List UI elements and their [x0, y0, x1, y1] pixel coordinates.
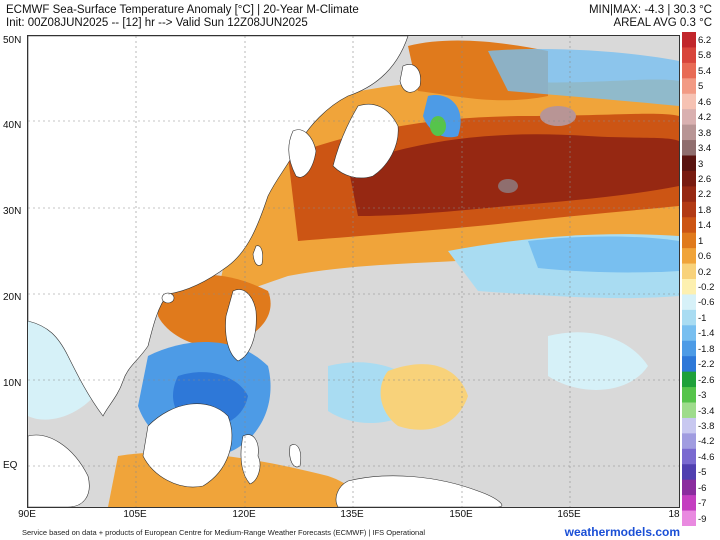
colorbar-swatch — [682, 340, 696, 357]
colorbar-label: 1 — [698, 235, 704, 247]
colorbar-label: -1.8 — [698, 343, 715, 355]
colorbar-swatch — [682, 232, 696, 249]
colorbar-swatch — [682, 294, 696, 311]
colorbar-swatch — [682, 325, 696, 342]
lat-label-20n: 20N — [3, 292, 22, 303]
colorbar-label: 4.6 — [698, 96, 712, 108]
colorbar-label: 2.2 — [698, 189, 712, 201]
colorbar-swatch — [682, 510, 696, 526]
colorbar-swatch — [682, 47, 696, 64]
colorbar-label: 5.4 — [698, 65, 712, 77]
colorbar-label: -3.8 — [698, 420, 715, 432]
colorbar-swatch — [682, 387, 696, 403]
colorbar-label: -7 — [698, 498, 707, 510]
colorbar-label: -6 — [698, 482, 707, 494]
colorbar-swatch — [682, 93, 696, 110]
colorbar-swatch — [682, 124, 696, 141]
colorbar-swatch — [682, 32, 696, 48]
colorbar-swatch — [682, 217, 696, 234]
colorbar-swatch — [682, 371, 696, 388]
colorbar-label: 4.2 — [698, 112, 712, 124]
colorbar-label: -2.2 — [698, 359, 715, 371]
data-credit: Service based on data + products of Euro… — [22, 528, 426, 537]
colorbar-label: -5 — [698, 467, 707, 479]
colorbar-label: -9 — [698, 513, 707, 525]
colorbar-swatch — [682, 140, 696, 156]
colorbar-swatch — [682, 356, 696, 373]
colorbar-label: -1 — [698, 312, 707, 324]
colorbar-label: -3.4 — [698, 405, 715, 417]
colorbar-swatch — [682, 495, 696, 512]
colorbar-label: 1.4 — [698, 220, 712, 232]
colorbar-label: -2.6 — [698, 374, 715, 386]
colorbar — [682, 32, 696, 526]
lat-label-50n: 50N — [3, 35, 22, 46]
map-canvas — [28, 36, 679, 507]
colorbar-swatch — [682, 402, 696, 419]
colorbar-swatch — [682, 448, 696, 465]
colorbar-swatch — [682, 201, 696, 218]
colorbar-label: 3.8 — [698, 127, 712, 139]
colorbar-label: 3 — [698, 158, 704, 170]
colorbar-swatch — [682, 309, 696, 326]
lon-label-105e: 105E — [123, 509, 147, 520]
colorbar-swatch — [682, 109, 696, 126]
lat-label-40n: 40N — [3, 120, 22, 131]
colorbar-label: -0.2 — [698, 282, 715, 293]
colorbar-label: 0.6 — [698, 251, 712, 263]
colorbar-swatch — [682, 186, 696, 203]
colorbar-label: -1.4 — [698, 328, 715, 340]
lon-label-150e: 150E — [449, 509, 473, 520]
colorbar-label: -4.2 — [698, 436, 715, 448]
colorbar-swatch — [682, 248, 696, 265]
lon-label-90e: 90E — [18, 509, 36, 520]
init-valid-time: Init: 00Z08JUN2025 -- [12] hr --> Valid … — [6, 17, 308, 29]
colorbar-swatch — [682, 78, 696, 95]
colorbar-swatch — [682, 279, 696, 295]
colorbar-label: 1.8 — [698, 204, 712, 216]
colorbar-label: -0.6 — [698, 297, 715, 309]
sst-anomaly-map — [27, 35, 680, 508]
colorbar-label: -4.6 — [698, 451, 715, 463]
colorbar-label: 0.2 — [698, 266, 712, 278]
colorbar-swatch — [682, 479, 696, 496]
lat-label-30n: 30N — [3, 206, 22, 217]
lon-label-180: 18 — [668, 509, 680, 520]
lat-label-10n: 10N — [3, 378, 22, 389]
lat-label-eq: EQ — [3, 460, 18, 471]
map-title: ECMWF Sea-Surface Temperature Anomaly [°… — [6, 4, 359, 16]
colorbar-label: 2.6 — [698, 173, 712, 185]
lon-label-165e: 165E — [557, 509, 581, 520]
colorbar-swatch — [682, 263, 696, 280]
colorbar-label: -3 — [698, 390, 707, 402]
lon-label-135e: 135E — [340, 509, 364, 520]
colorbar-swatch — [682, 417, 696, 434]
colorbar-label: 6.2 — [698, 35, 712, 46]
colorbar-swatch — [682, 464, 696, 481]
colorbar-label: 5 — [698, 81, 704, 93]
colorbar-swatch — [682, 170, 696, 187]
colorbar-swatch — [682, 155, 696, 172]
colorbar-label: 5.8 — [698, 50, 712, 62]
colorbar-label: 3.4 — [698, 143, 712, 155]
colorbar-swatch — [682, 433, 696, 450]
lon-label-120e: 120E — [232, 509, 256, 520]
brand-link[interactable]: weathermodels.com — [564, 525, 680, 539]
min-max-readout: MIN|MAX: -4.3 | 30.3 °C — [588, 4, 712, 16]
areal-average: AREAL AVG 0.3 °C — [613, 17, 712, 29]
colorbar-swatch — [682, 62, 696, 79]
